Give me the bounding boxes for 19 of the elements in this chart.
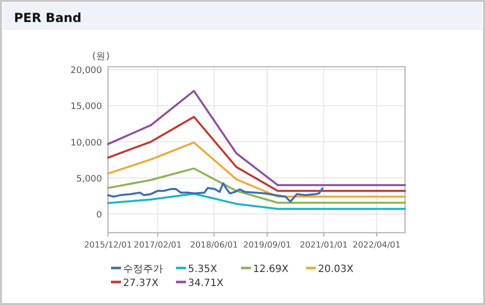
x-tick-label: 2017/02/01 — [134, 240, 182, 250]
x-tick-label: 2019/09/01 — [243, 240, 292, 250]
x-tick-label: 2018/06/01 — [190, 240, 238, 250]
legend-label: 34.71X — [188, 278, 224, 289]
y-tick-label: 15,000 — [70, 102, 102, 112]
y-tick-label: 10,000 — [70, 138, 102, 148]
y-tick-label: 0 — [96, 210, 102, 220]
x-tick-label: 2015/12/01 — [84, 240, 132, 250]
x-tick-label: 2022/04/01 — [352, 240, 401, 250]
legend-label: 5.35X — [188, 264, 218, 275]
y-axis-title: (원) — [92, 51, 110, 62]
y-tick-label: 5,000 — [76, 174, 102, 184]
chart-title: PER Band — [14, 10, 82, 25]
y-tick-label: 20,000 — [70, 66, 102, 76]
legend-label: 27.37X — [123, 278, 159, 289]
legend-label: 20.03X — [318, 264, 354, 275]
legend-label: 수정주가 — [123, 264, 163, 275]
legend-label: 12.69X — [253, 264, 289, 275]
x-tick-label: 2021/01/01 — [300, 240, 348, 250]
